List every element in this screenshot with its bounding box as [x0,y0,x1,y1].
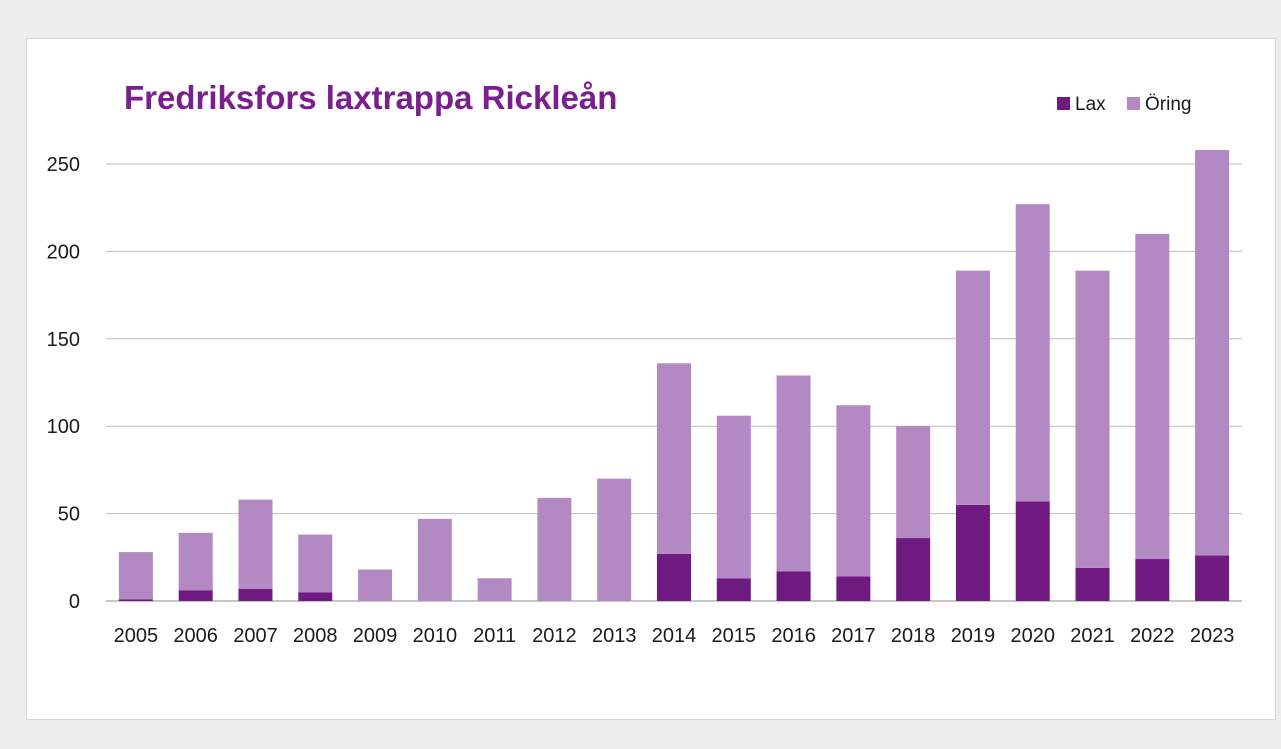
x-tick-label: 2009 [353,625,398,647]
x-tick-label: 2012 [532,625,577,647]
bar-oring-2011 [477,578,512,601]
legend-label-lax: Lax [1075,94,1106,115]
y-tick-label: 250 [47,154,80,176]
bar-lax-2007 [238,588,273,601]
bar-lax-2022 [1135,559,1170,601]
bar-lax-2006 [178,590,213,601]
bar-oring-2008 [298,534,333,593]
bar-oring-2020 [1015,204,1050,502]
bar-oring-2014 [657,363,691,554]
x-tick-label: 2011 [473,625,516,647]
x-tick-label: 2023 [1190,625,1235,647]
x-tick-label: 2017 [831,625,876,647]
bar-lax-2017 [836,576,871,601]
bars [118,150,1230,601]
bar-oring-2013 [597,478,632,601]
bar-lax-2016 [776,571,811,601]
x-tick-label: 2007 [233,625,278,647]
x-tick-labels: 2005 2006 2007 2008 2009 2010 2011 2012 2013 2014… [114,625,1235,647]
bar-lax-2019 [955,504,990,601]
bar-oring-2017 [836,405,871,577]
x-tick-label: 2016 [771,625,816,647]
bar-lax-2008 [298,592,333,601]
legend-label-oring: Öring [1145,94,1191,115]
bar-oring-2005 [118,552,153,600]
bar-oring-2006 [178,532,213,591]
bar-oring-2023 [1195,150,1230,556]
x-tick-label: 2005 [114,625,159,647]
legend-swatch-lax [1057,97,1070,110]
bar-oring-2022 [1135,233,1170,560]
y-tick-labels: 0 50 100 150 200 250 [47,154,80,613]
legend: Lax Öring [1057,94,1191,115]
x-tick-label: 2020 [1010,625,1055,647]
bar-oring-2009 [358,569,393,601]
x-tick-label: 2019 [951,625,996,647]
y-tick-label: 150 [47,329,80,351]
x-tick-label: 2010 [413,625,458,647]
x-tick-label: 2022 [1130,625,1175,647]
bar-lax-2014 [657,553,691,601]
bar-oring-2012 [537,497,572,601]
y-tick-label: 200 [47,241,80,263]
bar-lax-2021 [1075,567,1110,601]
y-tick-label: 0 [69,591,80,613]
x-tick-label: 2018 [891,625,936,647]
bar-lax-2018 [896,538,931,601]
bar-oring-2010 [417,518,452,601]
x-tick-label: 2021 [1070,625,1115,647]
bar-lax-2023 [1195,555,1230,601]
chart-title: Fredriksfors laxtrappa Rickleån [124,79,617,116]
x-tick-label: 2006 [173,625,218,647]
x-tick-label: 2015 [712,625,757,647]
bar-lax-2015 [716,578,751,601]
legend-swatch-oring [1127,97,1140,110]
y-tick-label: 100 [47,416,80,438]
bar-lax-2005 [118,599,153,601]
x-tick-label: 2014 [652,625,697,647]
x-tick-label: 2013 [592,625,637,647]
bar-oring-2007 [238,499,273,589]
gridlines [106,163,1242,602]
bar-lax-2020 [1015,501,1050,601]
y-tick-label: 50 [58,504,80,526]
chart-card [26,38,1276,720]
bar-oring-2021 [1075,270,1110,568]
bar-oring-2016 [776,375,811,572]
bar-oring-2019 [955,270,990,505]
bar-oring-2018 [896,426,931,539]
bar-oring-2015 [716,415,751,579]
x-tick-label: 2008 [293,625,338,647]
